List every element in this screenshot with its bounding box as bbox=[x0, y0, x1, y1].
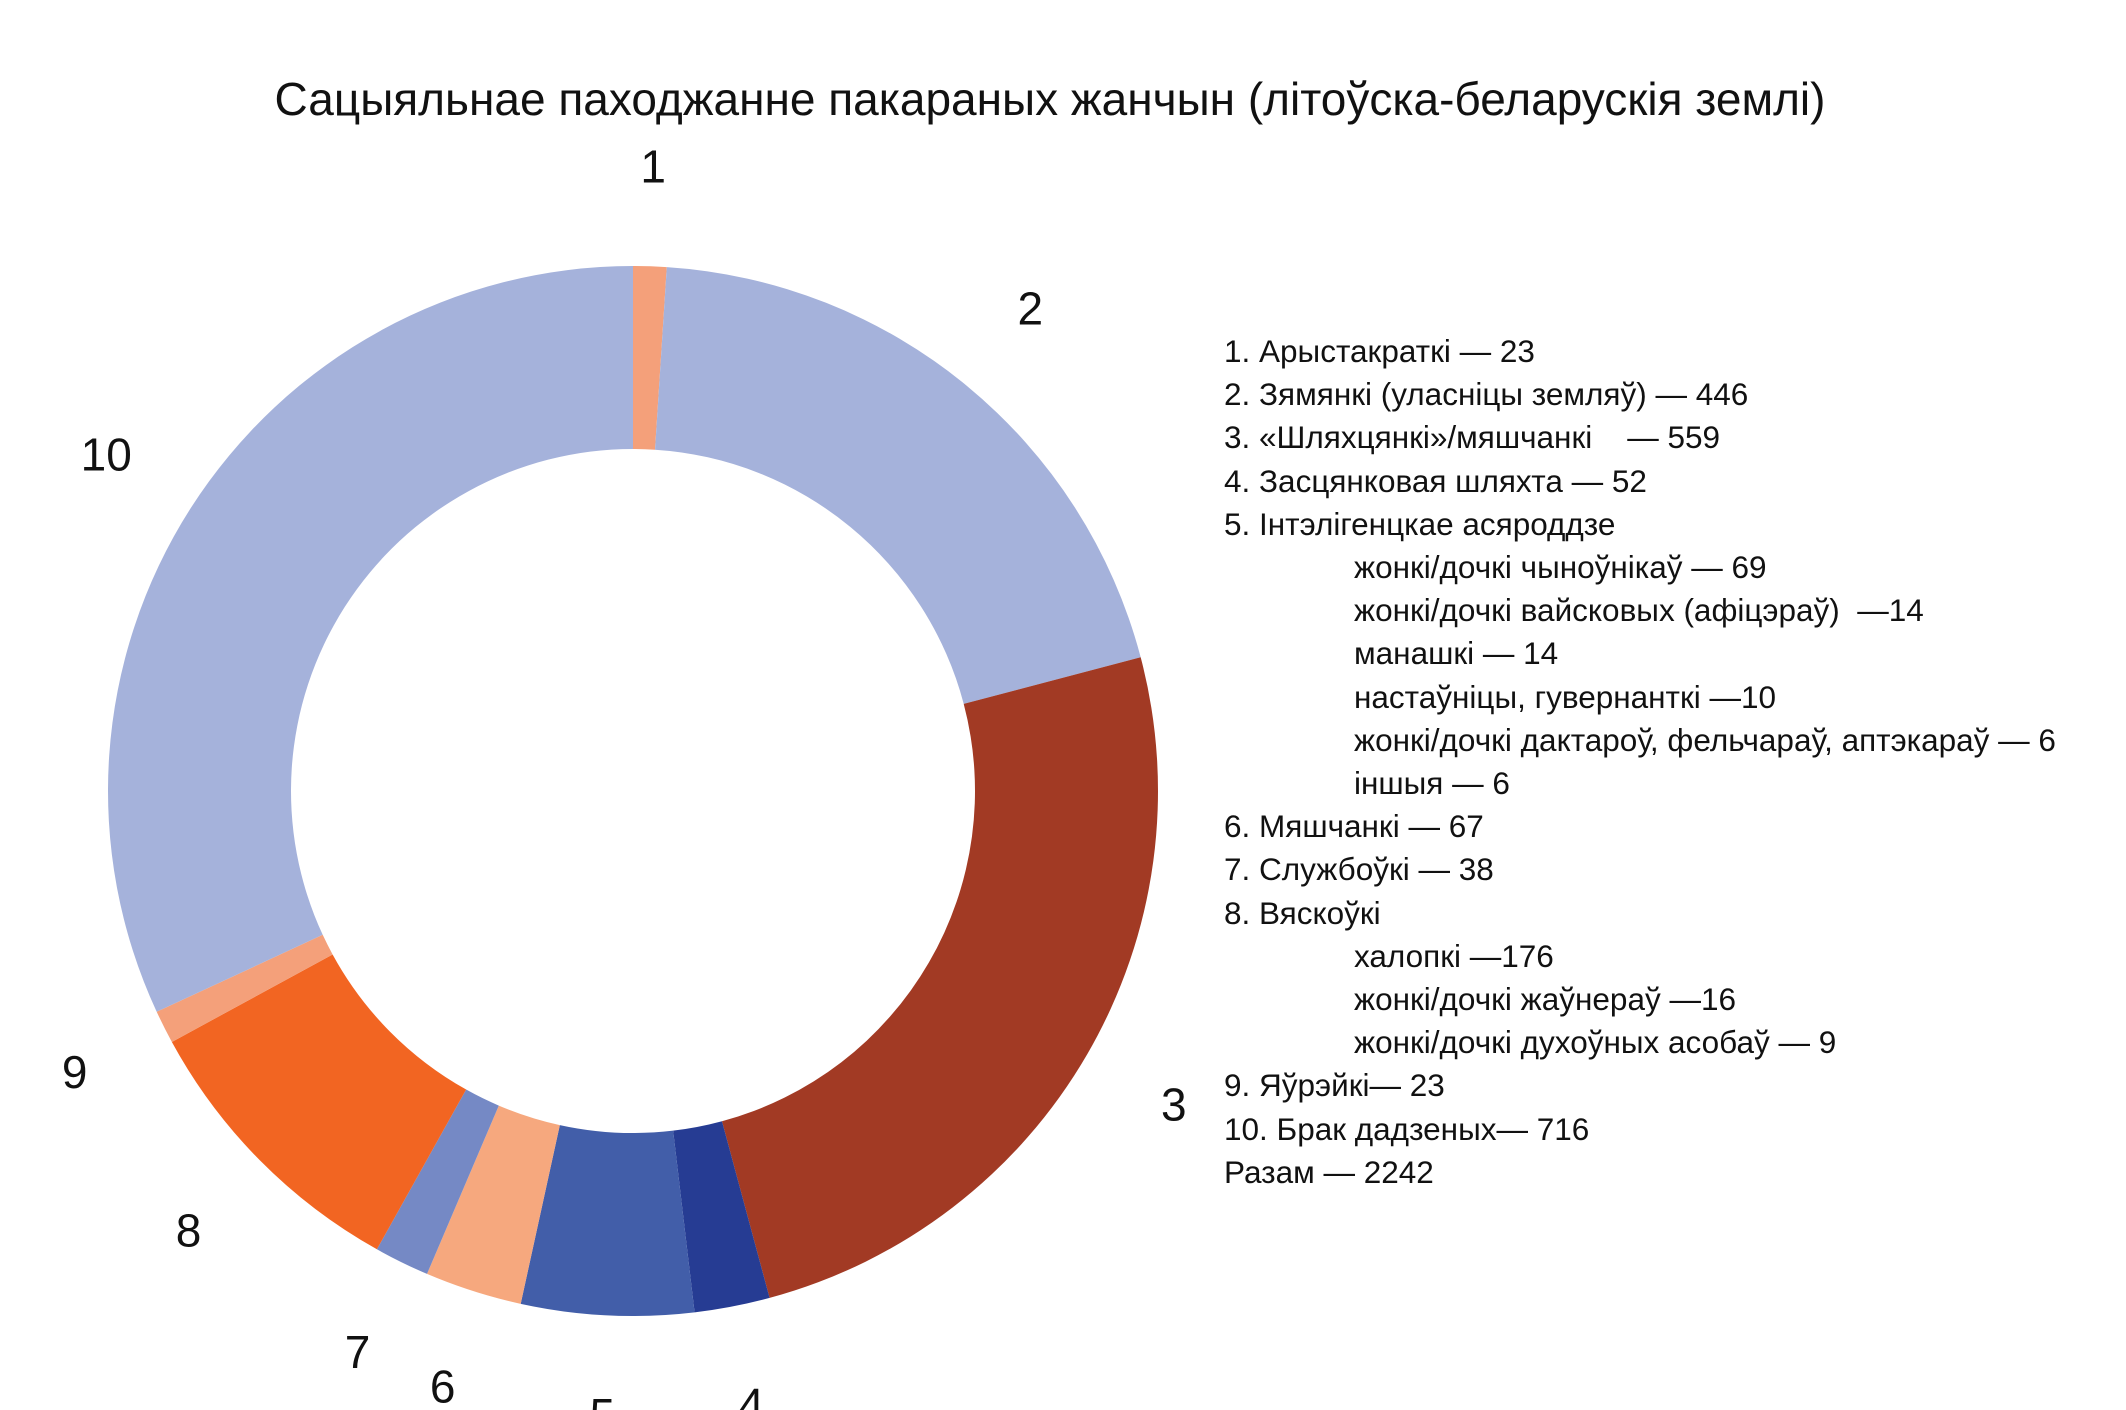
donut-slice-3 bbox=[721, 657, 1158, 1298]
legend-subitem: жонкі/дочкі вайсковых (афіцэраў) —14 bbox=[1354, 592, 1924, 629]
legend-item: 6. Мяшчанкі — 67 bbox=[1224, 808, 1484, 845]
donut-slice-9 bbox=[156, 934, 333, 1042]
legend-subitem: жонкі/дочкі жаўнераў —16 bbox=[1354, 981, 1736, 1018]
slice-label-1: 1 bbox=[640, 140, 666, 192]
slice-labels: 1 2 3 4 5 6 7 8 9 10 bbox=[62, 140, 1187, 1410]
slice-label-2: 2 bbox=[1017, 282, 1043, 334]
donut-slice-5 bbox=[520, 1125, 695, 1316]
slice-label-7: 7 bbox=[345, 1326, 371, 1378]
legend-subitem: халопкі —176 bbox=[1354, 937, 1554, 974]
slice-label-8: 8 bbox=[176, 1204, 202, 1256]
legend-item: Разам — 2242 bbox=[1224, 1153, 1434, 1190]
chart-title: Сацыяльнае паходжанне пакараных жанчын (… bbox=[274, 73, 1826, 125]
donut-slice-10 bbox=[108, 266, 633, 1012]
slice-label-6: 6 bbox=[430, 1360, 456, 1410]
legend-item: 7. Службоўкі — 38 bbox=[1224, 851, 1494, 888]
legend-subitem: настаўніцы, гувернанткі —10 bbox=[1354, 678, 1777, 715]
donut-slice-6 bbox=[427, 1105, 560, 1304]
slice-label-9: 9 bbox=[62, 1046, 88, 1098]
slice-label-4: 4 bbox=[738, 1379, 764, 1410]
donut-slices bbox=[108, 266, 1158, 1316]
legend-item: 8. Вяскоўкі bbox=[1224, 894, 1381, 931]
legend-item: 4. Засцянковая шляхта — 52 bbox=[1224, 462, 1647, 499]
donut-slice-7 bbox=[376, 1089, 499, 1274]
legend-subitem: жонкі/дочкі духоўных асобаў — 9 bbox=[1354, 1024, 1837, 1061]
legend-item: 5. Інтэлігенцкае асяроддзе bbox=[1224, 505, 1616, 542]
slice-label-5: 5 bbox=[590, 1389, 616, 1410]
legend-item: 1. Арыстакраткі — 23 bbox=[1224, 333, 1535, 369]
legend-item: 9. Яўрэйкі— 23 bbox=[1224, 1067, 1445, 1104]
legend-subitem: манашкі — 14 bbox=[1354, 635, 1559, 672]
legend-item: 10. Брак дадзеных— 716 bbox=[1224, 1110, 1590, 1147]
donut-slice-1 bbox=[633, 266, 667, 450]
donut-slice-2 bbox=[655, 267, 1141, 704]
legend: 1. Арыстакраткі — 23 2. Зямянкі (уласніцы… bbox=[1224, 330, 2056, 1194]
slice-label-3: 3 bbox=[1161, 1078, 1187, 1130]
legend-item: 2. Зямянкі (уласніцы земляў) — 446 bbox=[1224, 376, 1749, 413]
legend-item: 3. «Шляхцянкі»/мяшчанкі — 559 bbox=[1224, 419, 1721, 456]
legend-subitem: жонкі/дочкі дактароў, фельчараў, аптэкар… bbox=[1354, 721, 2056, 758]
legend-subitem: іншыя — 6 bbox=[1354, 765, 1510, 802]
donut-slice-4 bbox=[673, 1121, 770, 1313]
donut-slice-8 bbox=[171, 954, 467, 1250]
legend-subitem: жонкі/дочкі чыноўнікаў — 69 bbox=[1354, 549, 1767, 586]
slice-label-10: 10 bbox=[81, 429, 132, 481]
